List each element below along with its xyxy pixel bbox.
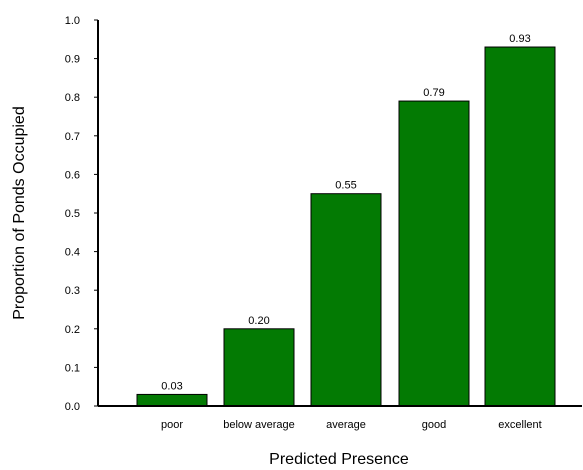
y-tick-label: 0.3 bbox=[65, 285, 80, 297]
y-axis-title: Proportion of Ponds Occupied bbox=[11, 106, 28, 319]
y-tick-label: 0.2 bbox=[65, 324, 80, 336]
bars bbox=[136, 46, 556, 407]
y-tick-label: 0.8 bbox=[65, 92, 80, 104]
x-axis-ticks: poor below average average good excellent bbox=[161, 419, 542, 431]
x-tick-label: average bbox=[326, 419, 366, 431]
data-labels: 0.03 0.20 0.55 0.79 0.93 bbox=[161, 33, 530, 392]
x-tick-label: good bbox=[422, 419, 446, 431]
y-axis-ticks: 0.0 0.1 0.2 0.3 0.4 0.5 0.6 0.7 0.8 0.9 1.0 bbox=[65, 15, 98, 413]
y-tick-label: 0.1 bbox=[65, 362, 80, 374]
bar-value-label: 0.93 bbox=[509, 33, 530, 45]
bar-poor bbox=[136, 393, 208, 407]
bar-excellent bbox=[484, 46, 556, 407]
y-tick-label: 0.0 bbox=[65, 401, 80, 413]
bar-good bbox=[398, 100, 470, 407]
bar-average bbox=[310, 193, 382, 407]
bar-below-average bbox=[223, 328, 295, 407]
bar-value-label: 0.03 bbox=[161, 380, 182, 392]
bar-value-label: 0.79 bbox=[423, 87, 444, 99]
x-axis-title: Predicted Presence bbox=[269, 451, 409, 468]
x-tick-label: below average bbox=[223, 419, 295, 431]
bar-value-label: 0.55 bbox=[335, 180, 356, 192]
y-tick-label: 0.9 bbox=[65, 54, 80, 66]
y-tick-label: 0.5 bbox=[65, 208, 80, 220]
y-tick-label: 0.6 bbox=[65, 169, 80, 181]
x-tick-label: excellent bbox=[498, 419, 541, 431]
bar-value-label: 0.20 bbox=[248, 315, 269, 327]
y-tick-label: 0.4 bbox=[65, 247, 80, 259]
x-tick-label: poor bbox=[161, 419, 183, 431]
y-tick-label: 0.7 bbox=[65, 131, 80, 143]
y-tick-label: 1.0 bbox=[65, 15, 80, 27]
